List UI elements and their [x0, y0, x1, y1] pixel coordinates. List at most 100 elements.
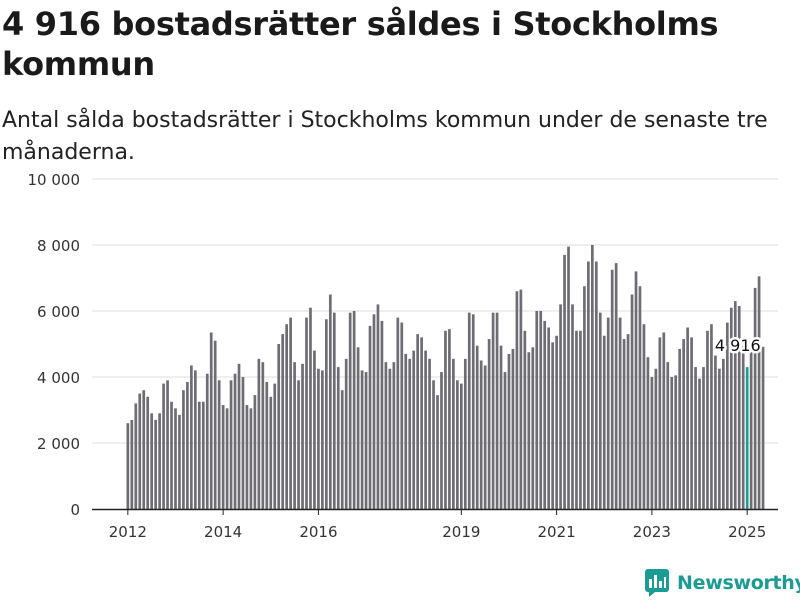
bar [535, 311, 539, 509]
bar [714, 355, 717, 509]
bar [408, 358, 412, 509]
bar [229, 380, 233, 509]
bar [606, 317, 610, 509]
y-tick-label: 4 000 [37, 369, 80, 387]
bar [539, 311, 543, 509]
bar [158, 413, 161, 509]
bar [618, 317, 622, 509]
bar [134, 403, 138, 509]
bar [237, 363, 241, 509]
bar [515, 291, 519, 509]
bar [309, 307, 312, 509]
bar [733, 301, 737, 509]
y-tick-label: 0 [70, 501, 80, 519]
bar [257, 358, 261, 509]
bar [555, 335, 558, 509]
bar [321, 370, 324, 509]
bar [495, 312, 499, 509]
bar [186, 381, 189, 509]
bar [614, 263, 618, 509]
bar [376, 304, 380, 509]
bar [718, 368, 721, 509]
bar [293, 362, 296, 509]
bar [364, 372, 368, 509]
bar [400, 322, 404, 509]
bar [579, 330, 582, 509]
bar [372, 314, 376, 509]
bar [166, 380, 169, 509]
bar [587, 261, 590, 509]
bar [273, 383, 277, 509]
bar [444, 330, 447, 509]
bar [424, 350, 427, 509]
newsworthy-logo-icon [645, 569, 669, 597]
bar [563, 254, 566, 509]
bar [344, 358, 348, 509]
bar [392, 362, 396, 509]
x-tick-label: 2021 [538, 523, 576, 541]
highlight-value-label: 4 916 [715, 336, 761, 355]
bar [471, 314, 475, 509]
x-tick-label: 2014 [204, 523, 242, 541]
bar [126, 423, 130, 509]
brand[interactable]: Newsworthy [645, 569, 800, 597]
bar [277, 344, 281, 509]
bar [650, 377, 654, 509]
bar [638, 286, 642, 509]
bar [658, 337, 662, 509]
bar [225, 408, 229, 509]
bar [305, 317, 308, 509]
bar [702, 367, 705, 509]
bar [527, 352, 531, 509]
bar [575, 330, 578, 509]
x-tick-label: 2012 [109, 523, 147, 541]
bars [126, 245, 765, 509]
bar [221, 405, 225, 509]
bar [201, 401, 205, 509]
bar [352, 311, 356, 509]
bar [642, 324, 646, 509]
y-tick-label: 2 000 [37, 435, 80, 453]
bar [487, 339, 491, 509]
x-axis [92, 508, 778, 515]
bar [725, 322, 729, 509]
bar [694, 367, 697, 509]
bar [507, 353, 511, 509]
bar [174, 408, 177, 509]
bar [142, 390, 146, 509]
page-title: 4 916 bostadsrätter såldes i Stockholms … [2, 5, 719, 83]
bar [336, 367, 340, 509]
bar [741, 345, 745, 509]
bar [475, 345, 479, 509]
bar [313, 350, 316, 509]
bar [634, 271, 638, 509]
bar [317, 368, 320, 509]
y-tick-label: 10 000 [28, 171, 81, 189]
bar [384, 362, 388, 509]
bar [630, 294, 634, 509]
bar [360, 370, 364, 509]
bar [479, 360, 483, 509]
bar [412, 350, 416, 509]
bar [594, 261, 598, 509]
brand-name: Newsworthy [677, 572, 800, 594]
bar [162, 383, 165, 509]
highlight-label-halo: 4 916 [715, 336, 761, 355]
bar [610, 269, 614, 509]
labels: 0 2 000 4 000 6 000 8 000 10 000 2012 2014 2016 2… [28, 171, 767, 541]
bar [523, 330, 527, 509]
bar [519, 289, 523, 509]
y-tick-label: 6 000 [37, 303, 80, 321]
bar [682, 339, 685, 509]
bar [432, 380, 435, 509]
bar [193, 370, 197, 509]
bar [380, 320, 384, 509]
bar [491, 312, 495, 509]
bar [265, 381, 269, 509]
bar [328, 294, 332, 509]
bar [428, 358, 431, 509]
bar [150, 413, 154, 509]
bar [436, 395, 439, 509]
bar [602, 335, 606, 509]
bar [753, 287, 757, 509]
